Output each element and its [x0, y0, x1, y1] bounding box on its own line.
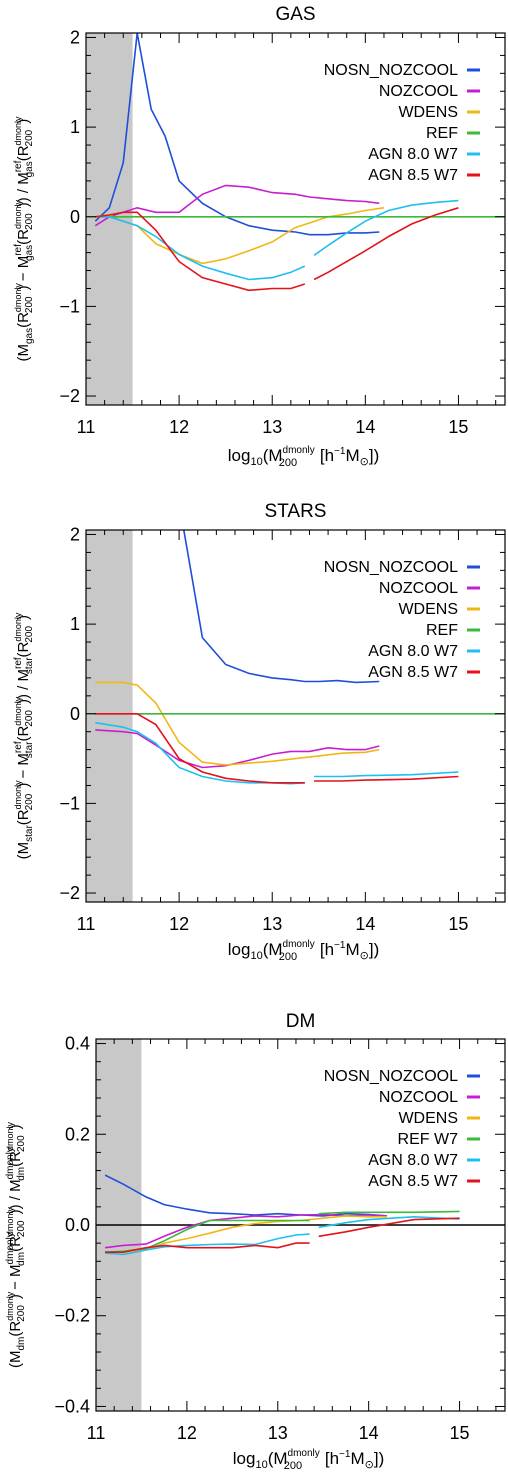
x-tick-label: 12 — [169, 914, 189, 934]
chart-panel-gas: 11 12 13 14 15−2−1012GASNOSN_NOZCOOLNOZCOOLW… — [13, 4, 506, 469]
y-axis-label: (Mgas(Rdmonly200) − Mrefgas(Rdmonly200))… — [13, 116, 35, 362]
series-line-nosn-nozcool — [104, 1174, 387, 1217]
y-tick-label: 0.0 — [65, 1215, 90, 1235]
y-tick-label: −2 — [59, 386, 80, 406]
x-tick-label: 11 — [77, 417, 96, 437]
series-line-agn-8-5-w7 — [95, 713, 459, 784]
y-tick-label: 2 — [70, 27, 80, 47]
legend-label: NOSN_NOZCOOL — [324, 559, 458, 576]
y-tick-label: 0.4 — [65, 1034, 90, 1054]
x-tick-label: 13 — [262, 417, 282, 437]
legend-label: AGN 8.0 W7 — [368, 643, 458, 660]
y-tick-label: −2 — [59, 883, 80, 903]
x-tick-label: 12 — [169, 417, 189, 437]
legend-label: AGN 8.0 W7 — [368, 1152, 458, 1169]
series-line-agn-8-5-w7 — [95, 207, 459, 292]
legend-label: WDENS — [398, 1110, 458, 1127]
series-line-agn-8-5-w7 — [105, 1217, 460, 1253]
x-tick-label: 14 — [359, 1423, 379, 1443]
x-tick-label: 11 — [77, 914, 96, 934]
y-tick-label: 1 — [70, 614, 80, 634]
x-axis-label: log10(Mdmonly 200 [h−1M⊙]) — [228, 939, 379, 963]
y-tick-label: 1 — [70, 117, 80, 137]
legend-label: NOZCOOL — [379, 83, 458, 100]
panel-title: GAS — [275, 4, 315, 25]
series-line-agn-8-0-w7 — [95, 199, 459, 281]
legend-label: NOSN_NOZCOOL — [324, 62, 458, 79]
legend-label: NOZCOOL — [379, 1089, 458, 1106]
x-tick-label: 13 — [268, 1423, 288, 1443]
panel-title: DM — [286, 1011, 316, 1032]
y-tick-label: 0 — [70, 207, 80, 227]
chart-panel-stars: 11 12 13 14 15−2−1012STARSNOSN_NOZCOOLNOZCOO… — [13, 501, 506, 963]
x-axis-label: log10(Mdmonly 200 [h−1M⊙]) — [228, 445, 379, 469]
legend-label: REF — [426, 622, 458, 639]
series-line-nozcool — [95, 729, 380, 769]
x-tick-label: 14 — [355, 417, 375, 437]
x-tick-label: 15 — [448, 914, 468, 934]
y-tick-label: 0.2 — [65, 1124, 90, 1144]
y-tick-label: −1 — [59, 793, 80, 813]
plot-frame — [85, 529, 506, 903]
legend-label: WDENS — [398, 104, 458, 121]
x-tick-label: 15 — [448, 417, 468, 437]
x-tick-label: 11 — [87, 1423, 106, 1443]
x-tick-label: 13 — [262, 914, 282, 934]
plot-frame — [85, 32, 506, 406]
y-axis-label: (Mstar(Rdmonly200) − Mrefstar(Rdmonly200… — [13, 612, 35, 859]
series-line-nozcool — [94, 184, 380, 227]
legend-label: NOSN_NOZCOOL — [324, 1068, 458, 1085]
excluded-mass-shade — [86, 530, 133, 902]
chart-panel-dm: 11 12 13 14 15 −0.4 −0.2 0.0 0.2 0.4 DM NOSN_NOZCOO… — [5, 1011, 506, 1472]
legend-label: WDENS — [398, 601, 458, 618]
y-tick-label: −0.2 — [54, 1306, 90, 1326]
series-line-nozcool — [104, 1213, 387, 1249]
legend-label: AGN 8.5 W7 — [368, 167, 458, 184]
x-axis-label: log10(Mdmonly 200 [h−1M⊙]) — [233, 1448, 384, 1472]
series-line-nosn-nozcool — [183, 530, 380, 684]
legend-label: REF — [426, 125, 458, 142]
panel-title: STARS — [265, 501, 327, 522]
y-tick-label: 0 — [70, 704, 80, 724]
legend-label: AGN 8.0 W7 — [368, 146, 458, 163]
series-line-agn-8-0-w7 — [105, 1215, 460, 1256]
legend-label: REF W7 — [398, 1131, 459, 1148]
x-tick-label: 12 — [177, 1423, 197, 1443]
x-tick-label: 15 — [450, 1423, 470, 1443]
legend-label: NOZCOOL — [379, 580, 458, 597]
y-axis-label: (Mdm(Rdmonly200) − Mdmonlydm(Rdmonly200)… — [5, 1121, 27, 1368]
x-tick-label: 14 — [355, 914, 375, 934]
excluded-mass-shade — [86, 33, 133, 405]
legend-label: AGN 8.5 W7 — [368, 1173, 458, 1190]
legend-label: AGN 8.5 W7 — [368, 664, 458, 681]
y-tick-label: −0.4 — [54, 1396, 90, 1416]
y-tick-label: −1 — [59, 296, 80, 316]
y-tick-label: 2 — [70, 524, 80, 544]
series-line-wdens — [95, 681, 380, 766]
